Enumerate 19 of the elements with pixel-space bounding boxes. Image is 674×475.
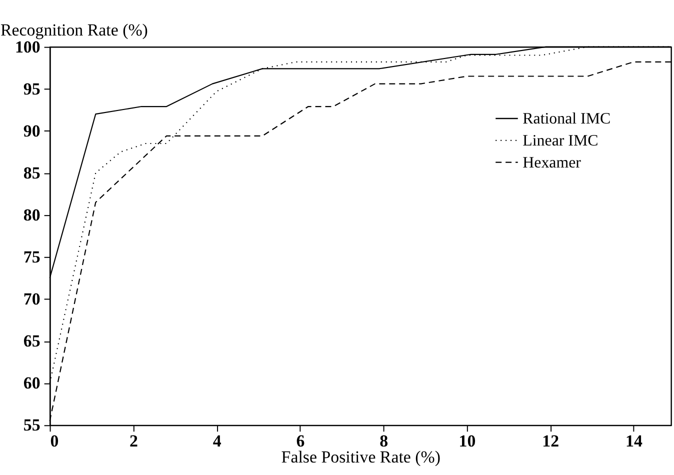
y-axis-title: Recognition Rate (%) (0, 20, 148, 40)
y-tick-label: 65 (23, 332, 40, 351)
x-tick-label: 4 (212, 432, 222, 451)
y-tick-label: 60 (23, 374, 40, 393)
x-tick-label: 10 (458, 432, 476, 451)
y-tick-label: 75 (23, 247, 40, 266)
y-tick-label: 80 (23, 205, 40, 224)
y-tick-label: 55 (23, 416, 40, 435)
x-tick-label: 0 (50, 432, 59, 451)
x-tick-label: 2 (129, 432, 138, 451)
x-tick-label: 12 (542, 432, 560, 451)
legend-label: Linear IMC (522, 132, 598, 150)
legend-label: Rational IMC (522, 110, 611, 128)
y-tick-label: 85 (23, 163, 40, 182)
legend-label: Hexamer (522, 154, 582, 172)
y-tick-label: 90 (23, 121, 40, 140)
y-tick-label: 95 (23, 79, 40, 98)
y-tick-label: 70 (23, 290, 40, 309)
x-tick-label: 14 (626, 432, 643, 451)
